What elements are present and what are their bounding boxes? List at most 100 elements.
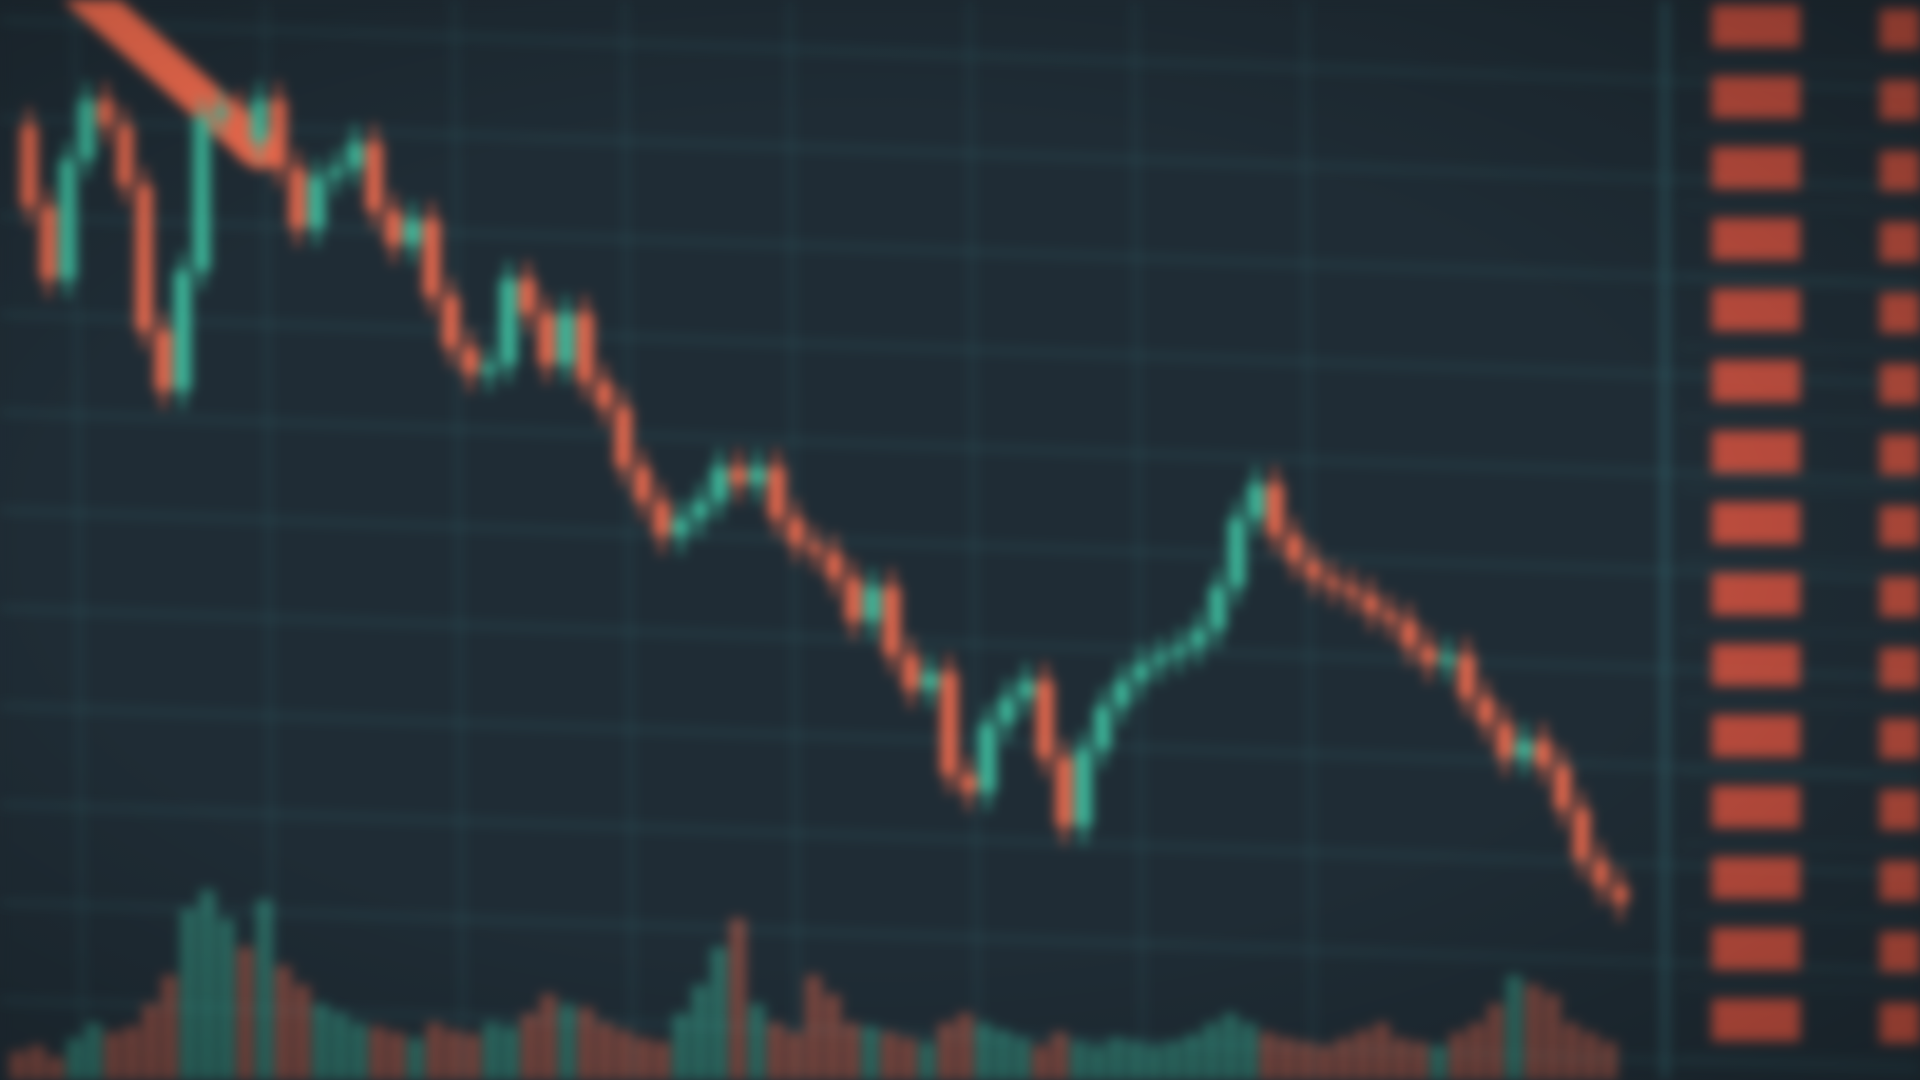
panel-row-divider <box>1679 630 1920 636</box>
panel-row-divider <box>1679 62 1920 68</box>
panel-value-block <box>1712 999 1800 1041</box>
volume-bar <box>445 1030 462 1080</box>
volume-bar <box>635 1038 652 1080</box>
volume-bar <box>1525 985 1542 1080</box>
panel-row-divider <box>1679 985 1920 991</box>
panel-value-block <box>1712 786 1800 828</box>
grid-line-vertical <box>968 0 980 1080</box>
volume-bar <box>1506 975 1523 1080</box>
volume-bar <box>85 1023 102 1080</box>
candle-bullish <box>250 99 268 143</box>
panel-value-block <box>1712 715 1800 757</box>
panel-value-block <box>1880 932 1920 972</box>
candle-bearish <box>1285 535 1303 562</box>
volume-bar <box>672 1013 690 1080</box>
candle-bearish <box>787 518 805 545</box>
volume-bar <box>47 1057 64 1080</box>
candle-bullish <box>78 99 96 160</box>
panel-row-divider <box>1679 701 1920 707</box>
candle-bearish <box>518 279 537 314</box>
candle-bearish <box>576 313 594 382</box>
volume-bar <box>919 1042 936 1080</box>
candle-bearish <box>442 296 460 348</box>
candle-bullish <box>58 159 77 280</box>
volume-bar <box>1449 1032 1466 1080</box>
volume-bar <box>1373 1023 1390 1080</box>
candle-bearish <box>1400 621 1418 647</box>
candle-bearish <box>538 313 556 365</box>
panel-value-block <box>1712 431 1800 473</box>
volume-bar <box>275 966 292 1080</box>
candle-bullish <box>978 723 997 792</box>
candle-bullish <box>1017 680 1035 698</box>
candle-bearish <box>653 501 671 536</box>
candle-bullish <box>863 586 882 622</box>
panel-value-block <box>1880 577 1920 617</box>
candle-bearish <box>1036 680 1054 758</box>
candle-bullish <box>1113 680 1131 707</box>
volume-bar <box>426 1023 443 1080</box>
candle-bearish <box>768 467 786 519</box>
grid-line-horizontal <box>0 508 1920 582</box>
panel-value-block <box>1712 502 1800 544</box>
panel-row-divider <box>1679 559 1920 565</box>
candle-bullish <box>672 518 690 536</box>
candle-bullish <box>710 467 728 502</box>
candle-bearish <box>1266 484 1284 536</box>
panel-value-block <box>1880 364 1920 404</box>
volume-bar <box>218 918 235 1080</box>
candle-bearish <box>633 467 652 502</box>
candle-bearish <box>940 672 958 775</box>
candle-bullish <box>1228 518 1246 587</box>
volume-bar <box>710 947 727 1080</box>
volume-bar <box>66 1038 83 1080</box>
grid-line-vertical <box>73 0 85 1080</box>
volume-bar <box>1222 1013 1239 1080</box>
candle-bearish <box>1458 655 1476 698</box>
grid-line-horizontal <box>0 704 1920 778</box>
candle-bearish <box>1055 757 1073 827</box>
candle-bearish <box>231 108 249 143</box>
volume-bar <box>616 1030 633 1080</box>
candle-bearish <box>1381 612 1399 622</box>
volume-bar <box>881 1032 898 1080</box>
volume-bar <box>1089 1045 1106 1080</box>
candle-bearish <box>959 774 977 792</box>
panel-row-divider <box>1679 346 1920 352</box>
panel-value-block <box>1880 648 1920 688</box>
panel-value-block <box>1880 80 1920 120</box>
grid-line-vertical <box>623 0 635 1080</box>
volume-bar <box>388 1032 405 1080</box>
candle-bullish <box>308 176 326 228</box>
panel-row-divider <box>1679 275 1920 281</box>
candle-bullish <box>212 108 230 117</box>
candle-bearish <box>116 125 134 186</box>
volume-bars <box>10 890 1618 1080</box>
candle-bearish <box>1362 595 1380 613</box>
grid-line-horizontal <box>0 116 1920 190</box>
volume-bar <box>1260 1032 1277 1080</box>
panel-value-block <box>1880 435 1920 475</box>
volume-bar <box>483 1023 500 1080</box>
volume-bar <box>1430 1045 1447 1080</box>
candle-bullish <box>1132 663 1150 681</box>
trend-line <box>63 0 279 169</box>
candle-bearish <box>135 185 153 331</box>
volume-bar <box>407 1038 424 1080</box>
panel-value-block <box>1712 360 1800 402</box>
volume-bar <box>10 1051 27 1080</box>
candle-bearish <box>461 347 479 374</box>
panel-value-block <box>1880 293 1920 333</box>
volume-bar <box>161 975 178 1080</box>
volume-bar <box>369 1026 386 1080</box>
candle-bearish <box>1477 698 1495 724</box>
volume-bar <box>28 1045 46 1080</box>
volume-bar <box>1316 1045 1334 1080</box>
volume-bar <box>142 1004 159 1080</box>
volume-bar <box>805 975 822 1080</box>
volume-bar <box>691 985 708 1080</box>
volume-bar <box>313 1004 330 1080</box>
volume-bar <box>521 1013 538 1080</box>
candle-bearish <box>1323 578 1342 587</box>
